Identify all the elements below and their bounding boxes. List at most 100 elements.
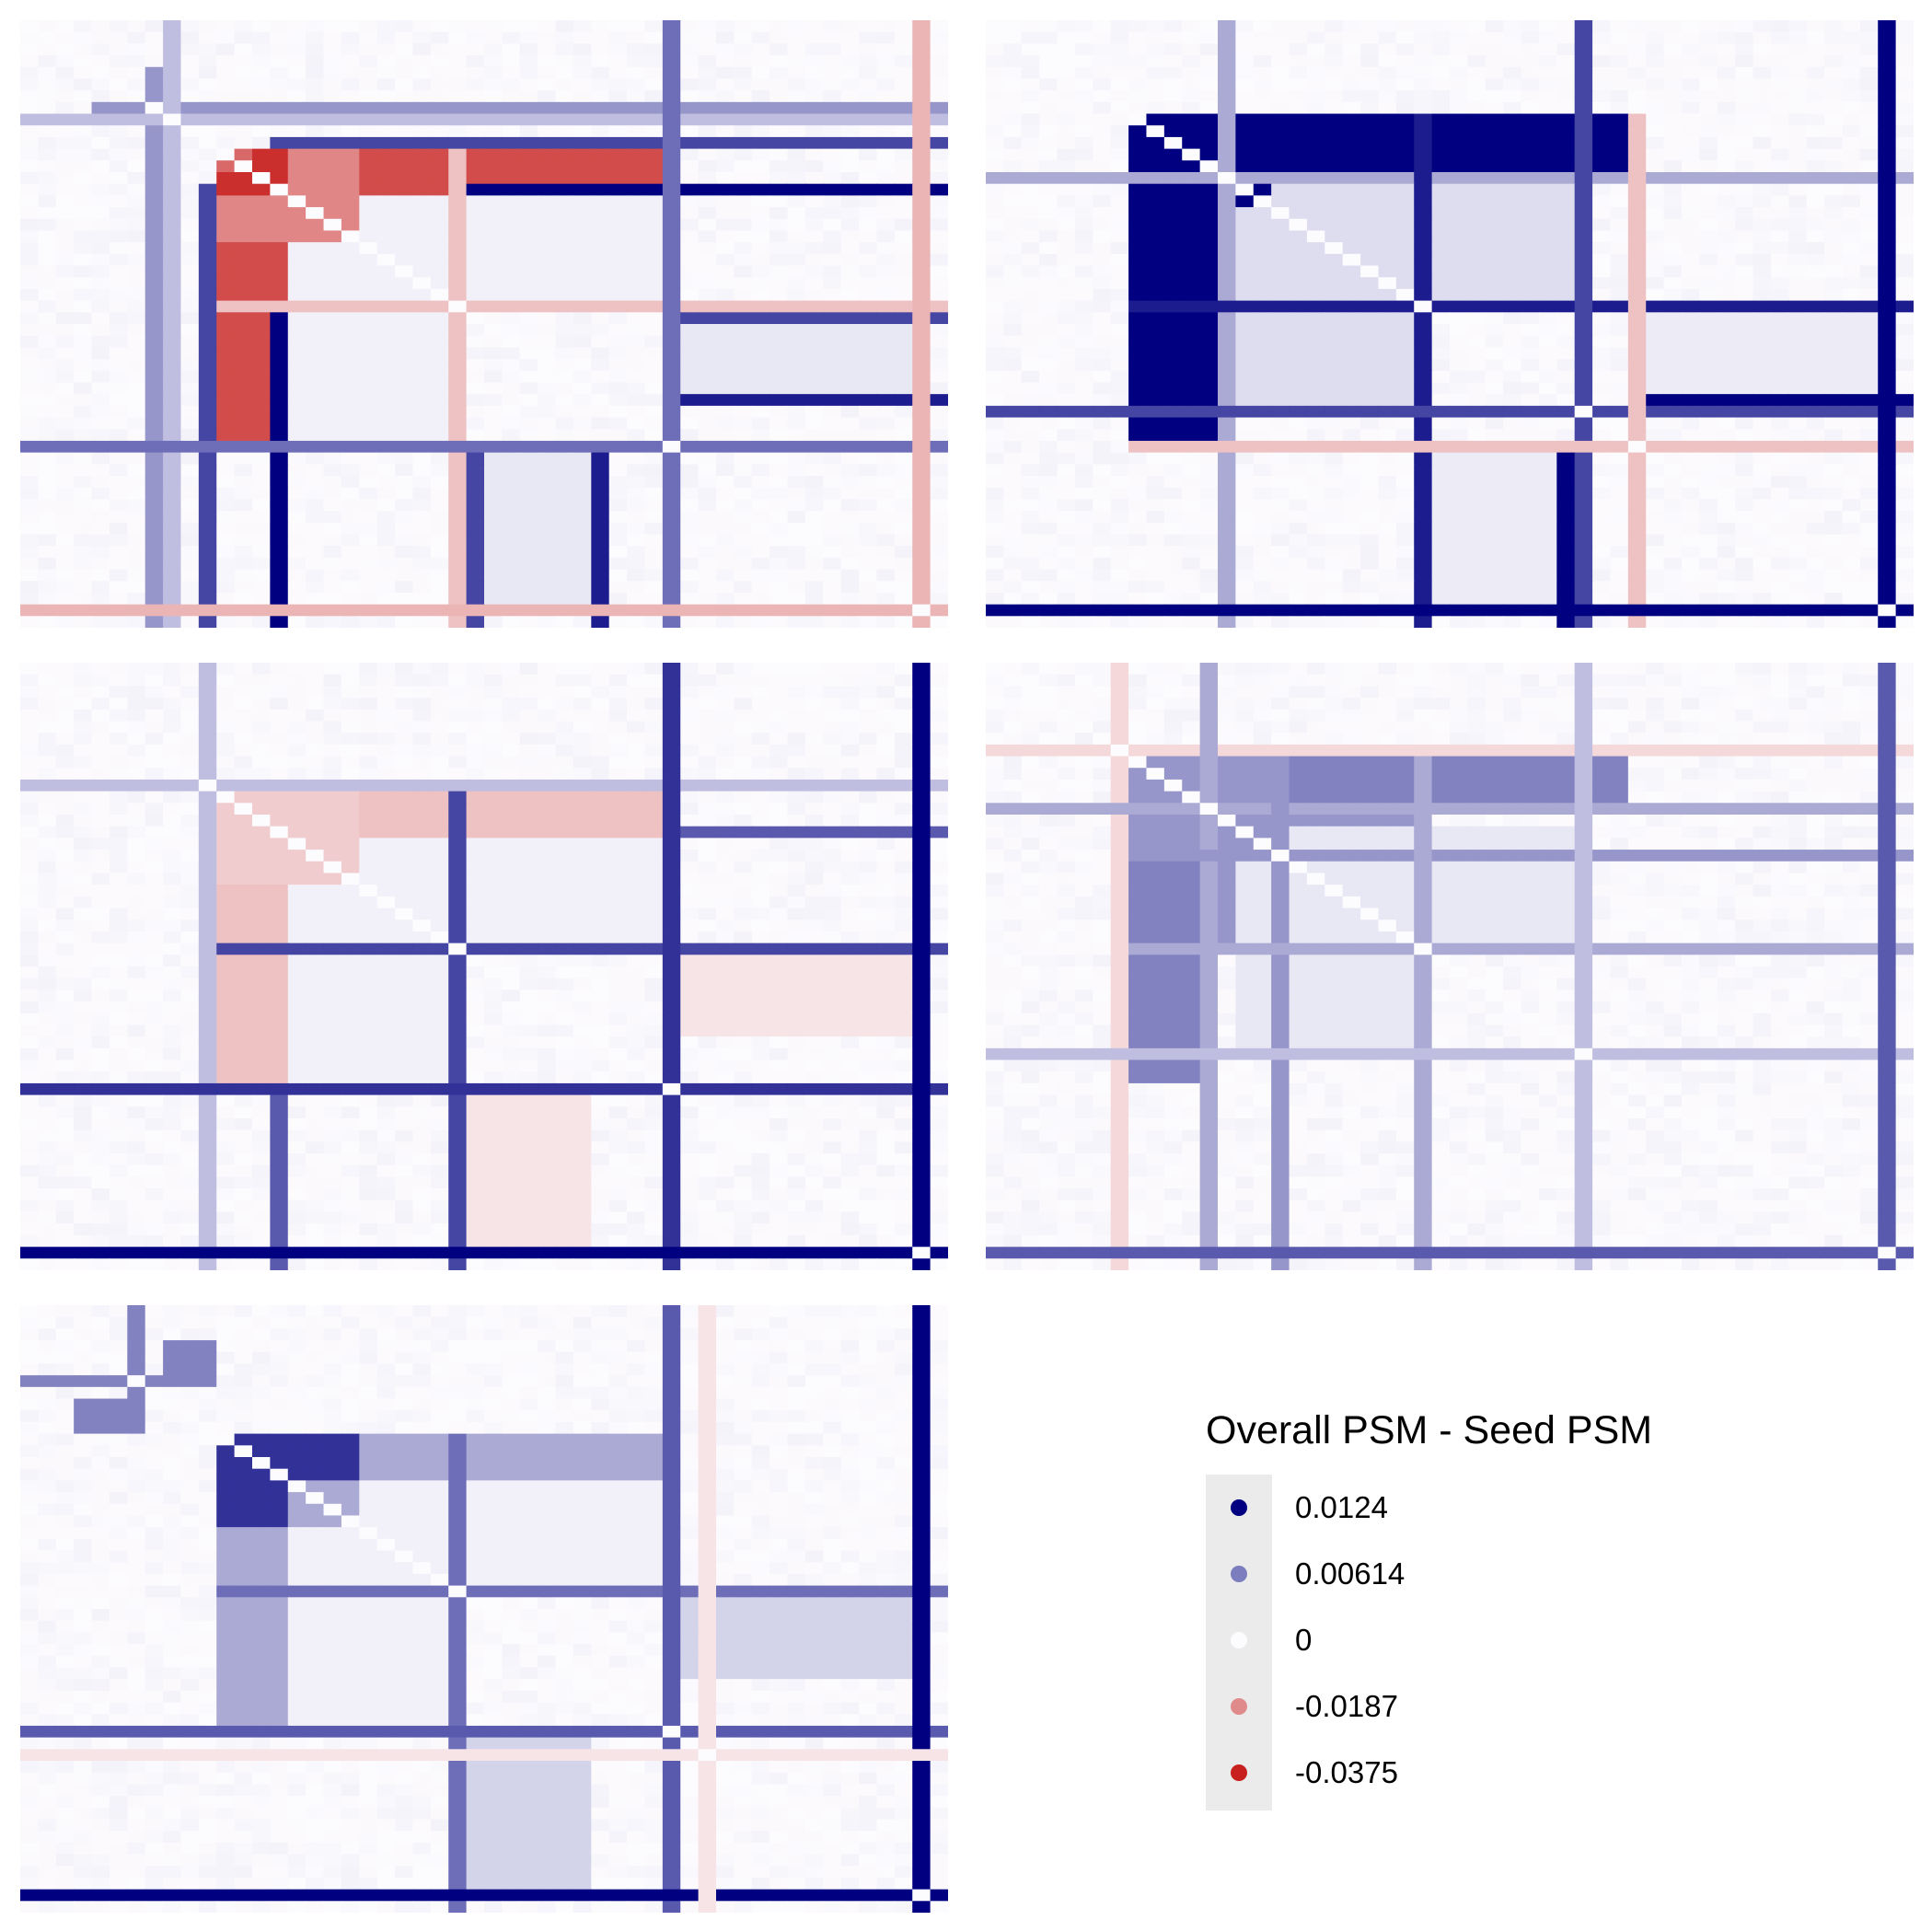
heatmap-1-cell-8-14: [270, 113, 289, 126]
heatmap-1-cell-51-21: [395, 616, 414, 628]
heatmap-2-cell-43-39: [1682, 522, 1700, 536]
heatmap-1-cell-3-34: [627, 55, 646, 68]
heatmap-2-cell-20-23: [1395, 253, 1415, 267]
heatmap-1-cell-46-26: [484, 557, 503, 571]
heatmap-2-cell-22-24: [1414, 277, 1433, 290]
heatmap-1-cell-35-33: [608, 429, 628, 442]
heatmap-1-cell-40-22: [412, 487, 432, 500]
heatmap-1-cell-41-49: [894, 499, 913, 512]
heatmap-2-cell-5-23: [1395, 78, 1415, 91]
heatmap-1-cell-40-45: [823, 487, 842, 500]
heatmap-2-cell-26-36: [1627, 324, 1647, 337]
heatmap-1-cell-17-24: [448, 218, 468, 232]
heatmap-2-cell-29-36: [1627, 359, 1647, 372]
heatmap-2-cell-39-20: [1342, 476, 1361, 489]
heatmap-2-cell-33-26: [1450, 405, 1468, 419]
heatmap-2-cell-8-12: [1199, 113, 1219, 126]
heatmap-2-cell-31-43: [1753, 382, 1772, 395]
heatmap-1-cell-29-25: [466, 359, 485, 372]
heatmap-2-cell-31-29: [1503, 382, 1522, 395]
heatmap-2-cell-22-16: [1271, 277, 1290, 290]
heatmap-1-cell-3-38: [698, 55, 717, 68]
heatmap-2-cell-41-41: [1717, 499, 1736, 512]
heatmap-2-cell-4-27: [1467, 66, 1487, 80]
heatmap-1-cell-43-37: [680, 522, 700, 536]
heatmap-2-cell-32-46: [1806, 394, 1825, 407]
heatmap-1-cell-18-2: [55, 230, 75, 243]
heatmap-2-cell-3-47: [1824, 55, 1844, 68]
heatmap-1-cell-25-17: [323, 312, 342, 325]
heatmap-1-cell-33-32: [591, 405, 610, 419]
heatmap-1-cell-7-9: [180, 101, 200, 115]
heatmap-2-cell-38-16: [1271, 464, 1290, 477]
heatmap-1-cell-4-13: [252, 66, 271, 80]
heatmap-2-cell-28-9: [1146, 347, 1165, 360]
heatmap-2-cell-13-12: [1199, 172, 1219, 185]
heatmap-2-cell-20-20: [1342, 253, 1361, 267]
heatmap-1-cell-28-5: [109, 347, 128, 360]
heatmap-1-cell-26-50: [912, 324, 931, 337]
heatmap-1-cell-18-19: [359, 230, 378, 243]
heatmap-1-cell-42-30: [555, 511, 574, 524]
heatmap-2-cell-7-23: [1395, 101, 1415, 115]
heatmap-2-cell-20-15: [1253, 253, 1272, 267]
heatmap-2-cell-5-16: [1271, 78, 1290, 91]
heatmap-2-cell-4-43: [1753, 66, 1772, 80]
heatmap-1-cell-41-30: [555, 499, 574, 512]
heatmap-1-cell-28-30: [555, 347, 574, 360]
heatmap-1-cell-20-51: [930, 253, 948, 267]
heatmap-2-cell-12-45: [1788, 160, 1808, 173]
heatmap-1-cell-51-40: [734, 616, 753, 628]
heatmap-2-cell-30-1: [1003, 370, 1023, 384]
heatmap-1-cell-8-20: [376, 113, 396, 126]
heatmap-1-cell-23-10: [198, 288, 217, 302]
heatmap-1-cell-31-11: [216, 382, 236, 395]
heatmap-1-cell-38-6: [127, 464, 146, 477]
heatmap-1-cell-20-40: [734, 253, 753, 267]
heatmap-1-cell-22-35: [644, 277, 664, 290]
heatmap-2-cell-11-34: [1592, 148, 1612, 161]
heatmap-1-cell-9-47: [859, 125, 878, 138]
heatmap-1-cell-13-35: [644, 172, 664, 185]
heatmap-1-cell-2-30: [555, 43, 574, 56]
heatmap-1-cell-49-24: [448, 592, 468, 606]
heatmap-2-cell-22-34: [1592, 277, 1612, 290]
heatmap-1-cell-32-17: [323, 394, 342, 407]
heatmap-1-cell-21-50: [912, 265, 931, 278]
heatmap-1-cell-3-13: [252, 55, 271, 68]
heatmap-2-cell-38-50: [1878, 464, 1897, 477]
heatmap-1-cell-10-50: [912, 136, 931, 150]
heatmap-2-cell-1-3: [1039, 31, 1059, 44]
heatmap-1-cell-49-50: [912, 592, 931, 606]
heatmap-1-cell-3-30: [555, 55, 574, 68]
heatmap-2-cell-14-32: [1556, 183, 1576, 196]
heatmap-1-cell-43-11: [216, 522, 236, 536]
heatmap-2-cell-42-31: [1538, 511, 1557, 524]
heatmap-1-cell-18-24: [448, 230, 468, 243]
heatmap-1-cell-5-3: [74, 78, 93, 91]
heatmap-1-cell-31-24: [448, 382, 468, 395]
heatmap-1-cell-25-2: [55, 312, 75, 325]
heatmap-1-cell-8-45: [823, 113, 842, 126]
heatmap-1-cell-33-9: [180, 405, 200, 419]
heatmap-1-cell-24-25: [466, 300, 485, 313]
heatmap-1-cell-7-3: [74, 101, 93, 115]
heatmap-1-cell-23-38: [698, 288, 717, 302]
heatmap-1-cell-21-11: [216, 265, 236, 278]
heatmap-1-cell-9-23: [430, 125, 449, 138]
heatmap-2-cell-10-39: [1682, 136, 1700, 150]
heatmap-1-cell-17-42: [769, 218, 789, 232]
heatmap-1-cell-37-45: [823, 452, 842, 465]
heatmap-1-cell-13-30: [555, 172, 574, 185]
heatmap-2-cell-0-19: [1325, 20, 1344, 33]
heatmap-2-cell-0-4: [1057, 20, 1076, 33]
heatmap-1-cell-5-13: [252, 78, 271, 91]
heatmap-2-cell-16-24: [1414, 207, 1433, 220]
heatmap-1-cell-13-46: [840, 172, 860, 185]
heatmap-2-cell-16-12: [1199, 207, 1219, 220]
heatmap-2-cell-28-23: [1395, 347, 1415, 360]
heatmap-1-cell-2-24: [448, 43, 468, 56]
heatmap-2-cell-25-33: [1574, 312, 1593, 325]
heatmap-2-cell-19-49: [1859, 242, 1879, 255]
heatmap-1-cell-28-36: [662, 347, 681, 360]
